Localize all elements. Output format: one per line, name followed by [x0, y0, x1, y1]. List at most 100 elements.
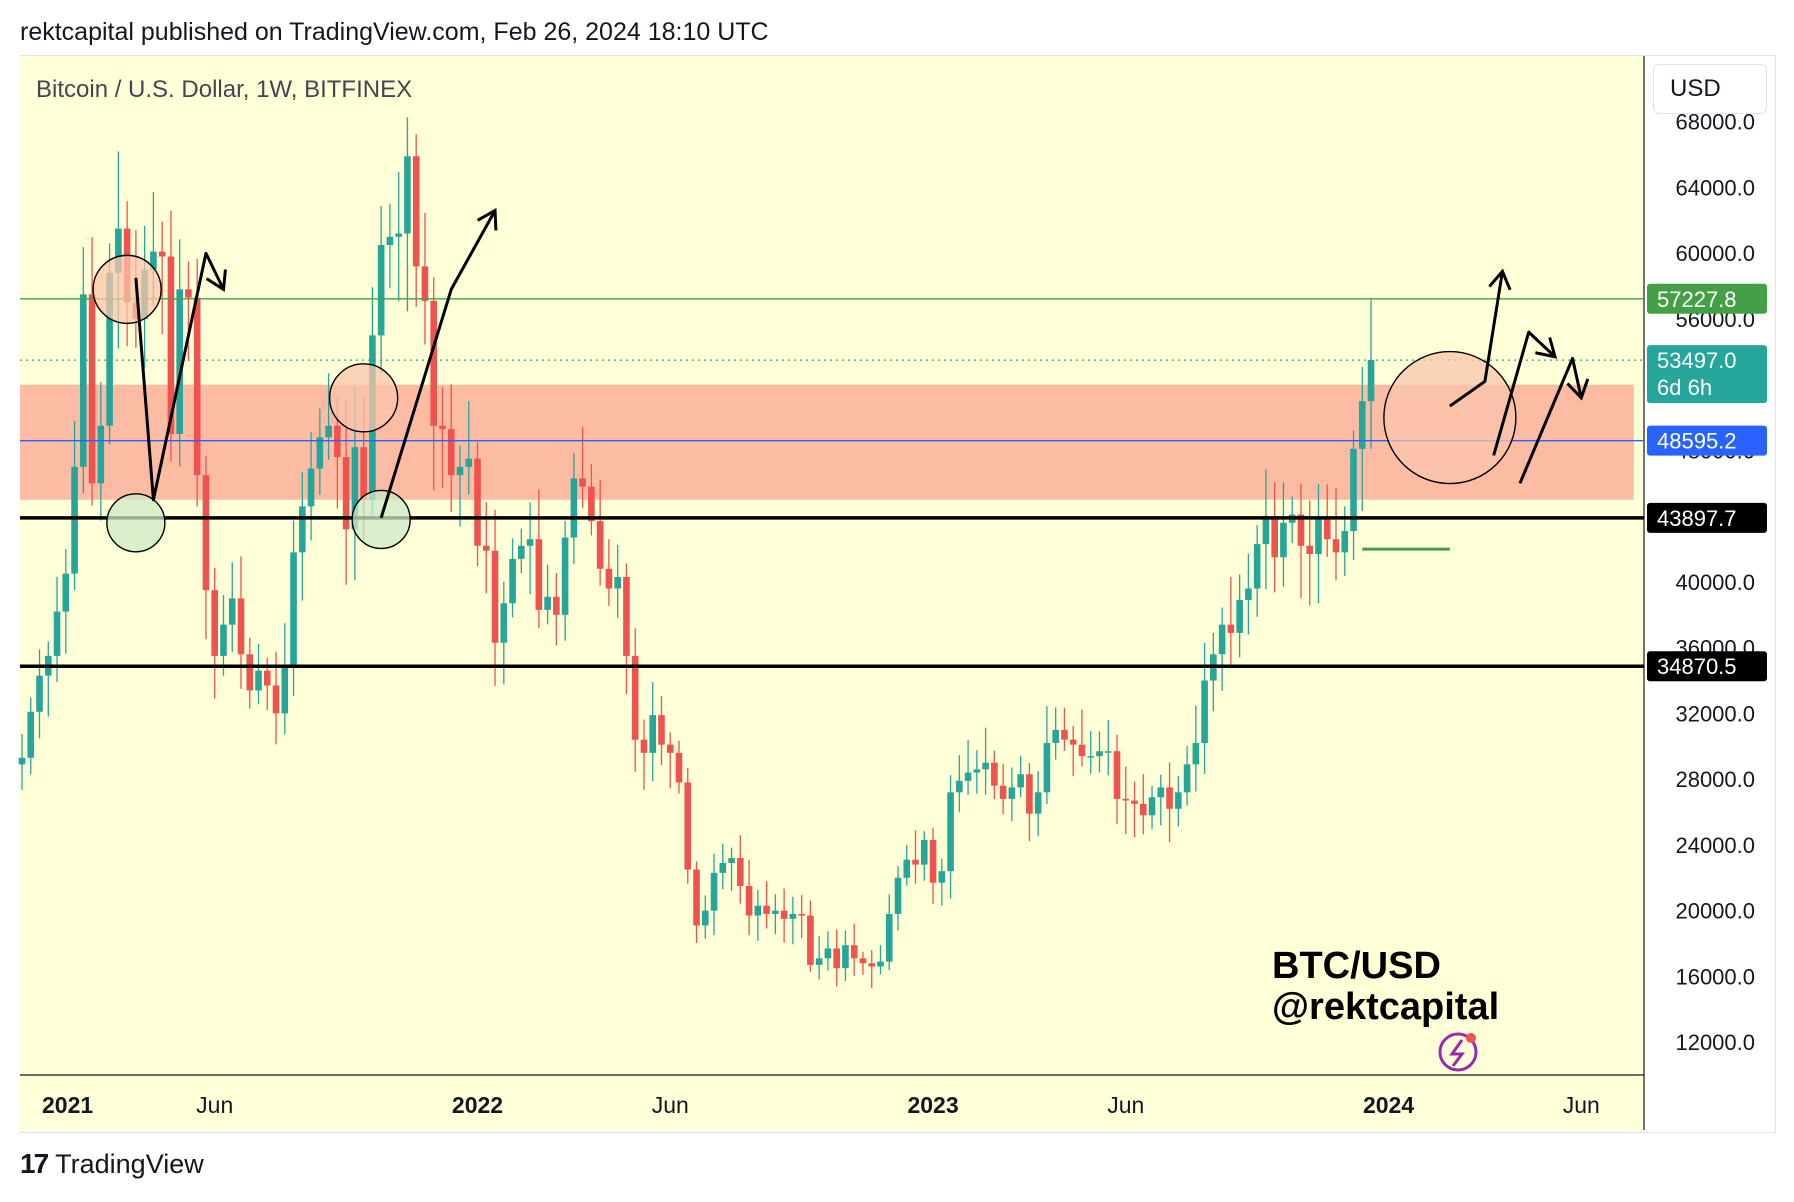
candle [518, 528, 525, 574]
candle-body [1367, 360, 1375, 402]
candle [1332, 487, 1340, 581]
candle-body [631, 655, 639, 740]
candle-body [894, 877, 902, 914]
candle [1280, 482, 1287, 587]
candle-body [842, 945, 849, 969]
candle [1218, 607, 1226, 691]
candle-body [588, 486, 595, 522]
candle [798, 895, 805, 939]
candle [623, 563, 630, 695]
candle-body [377, 245, 385, 336]
candle-body [1078, 744, 1086, 757]
candle-body [938, 871, 946, 883]
y-tick-label: 16000.0 [1675, 964, 1755, 989]
candle-body [1201, 680, 1208, 744]
candle-body [106, 272, 113, 426]
price-label-box [1647, 502, 1767, 533]
price-label-box [1647, 345, 1767, 404]
y-tick-label: 32000.0 [1675, 701, 1755, 726]
candle-body [1069, 739, 1077, 745]
candle [18, 733, 26, 790]
candle-body [185, 289, 192, 298]
candle-body [1323, 517, 1331, 540]
candle [53, 576, 61, 682]
candle [1096, 731, 1103, 773]
candle [544, 564, 551, 625]
price-label-text: 57227.8 [1657, 287, 1737, 312]
candle [737, 835, 744, 904]
candle-body [456, 466, 464, 476]
candle-body [1236, 600, 1243, 633]
candle-body [281, 667, 289, 714]
annotation-path [134, 251, 225, 502]
candle [220, 595, 227, 676]
y-tick-label: 40000.0 [1675, 570, 1755, 595]
candle-body [71, 466, 78, 574]
candle [80, 247, 87, 494]
candle [553, 573, 560, 646]
candle [176, 239, 183, 467]
tradingview-logo-icon: 17 [20, 1148, 49, 1179]
candle [973, 750, 981, 794]
x-tick-label: Jun [652, 1092, 689, 1118]
candle-body [561, 537, 569, 615]
candle-body [1262, 519, 1270, 545]
candle [456, 445, 464, 527]
tradingview-brand-text: TradingView [55, 1148, 204, 1179]
candle [325, 373, 332, 460]
candle-body [1113, 751, 1121, 799]
candle-body [509, 558, 516, 604]
published-header: rektcapital published on TradingView.com… [20, 18, 769, 46]
candle [1113, 734, 1121, 825]
y-tick-label: 28000.0 [1675, 767, 1755, 792]
candle-body [1087, 756, 1095, 758]
candle [780, 888, 788, 943]
candle [1175, 775, 1182, 827]
candle-body [579, 478, 586, 487]
candle [894, 866, 902, 931]
candle-body [439, 425, 446, 430]
candle [1017, 755, 1024, 798]
candle-body [807, 915, 814, 965]
candle [1367, 299, 1375, 449]
tradingview-footer[interactable]: 17 TradingView [20, 1148, 204, 1180]
candle-body [412, 156, 420, 267]
candle [1131, 781, 1138, 838]
candle-body [290, 552, 297, 668]
candle [474, 441, 481, 567]
x-tick-label: 2023 [907, 1092, 958, 1118]
candle-body [36, 675, 43, 712]
candles-group [18, 117, 1375, 989]
candle-body [1227, 624, 1235, 633]
annotation-circle [328, 363, 399, 433]
currency-selector-button[interactable]: USD [1653, 64, 1767, 114]
candle [202, 456, 210, 640]
candle [596, 479, 604, 586]
candle-body [1192, 743, 1200, 765]
candle-body [176, 289, 183, 435]
candle-body [1043, 743, 1051, 793]
candle-body [1175, 792, 1182, 809]
candle-body [88, 294, 96, 484]
candle [938, 858, 946, 906]
candle [649, 682, 657, 782]
candle [1350, 430, 1357, 561]
candle-body [570, 478, 578, 538]
y-tick-label: 24000.0 [1675, 833, 1755, 858]
x-tick-label: 2021 [42, 1092, 93, 1118]
candle-body [1253, 544, 1261, 589]
candle-body [237, 598, 245, 655]
candle [658, 696, 665, 766]
x-tick-label: 2022 [452, 1092, 503, 1118]
candle [754, 889, 762, 941]
candle-body [211, 590, 219, 656]
candle [509, 538, 516, 618]
candle-body [693, 869, 700, 926]
candle-body [1358, 401, 1366, 449]
candle-body [675, 752, 683, 783]
candle [377, 205, 385, 373]
candle [789, 896, 797, 945]
candle-body [1017, 774, 1024, 788]
candle-body [334, 425, 341, 458]
